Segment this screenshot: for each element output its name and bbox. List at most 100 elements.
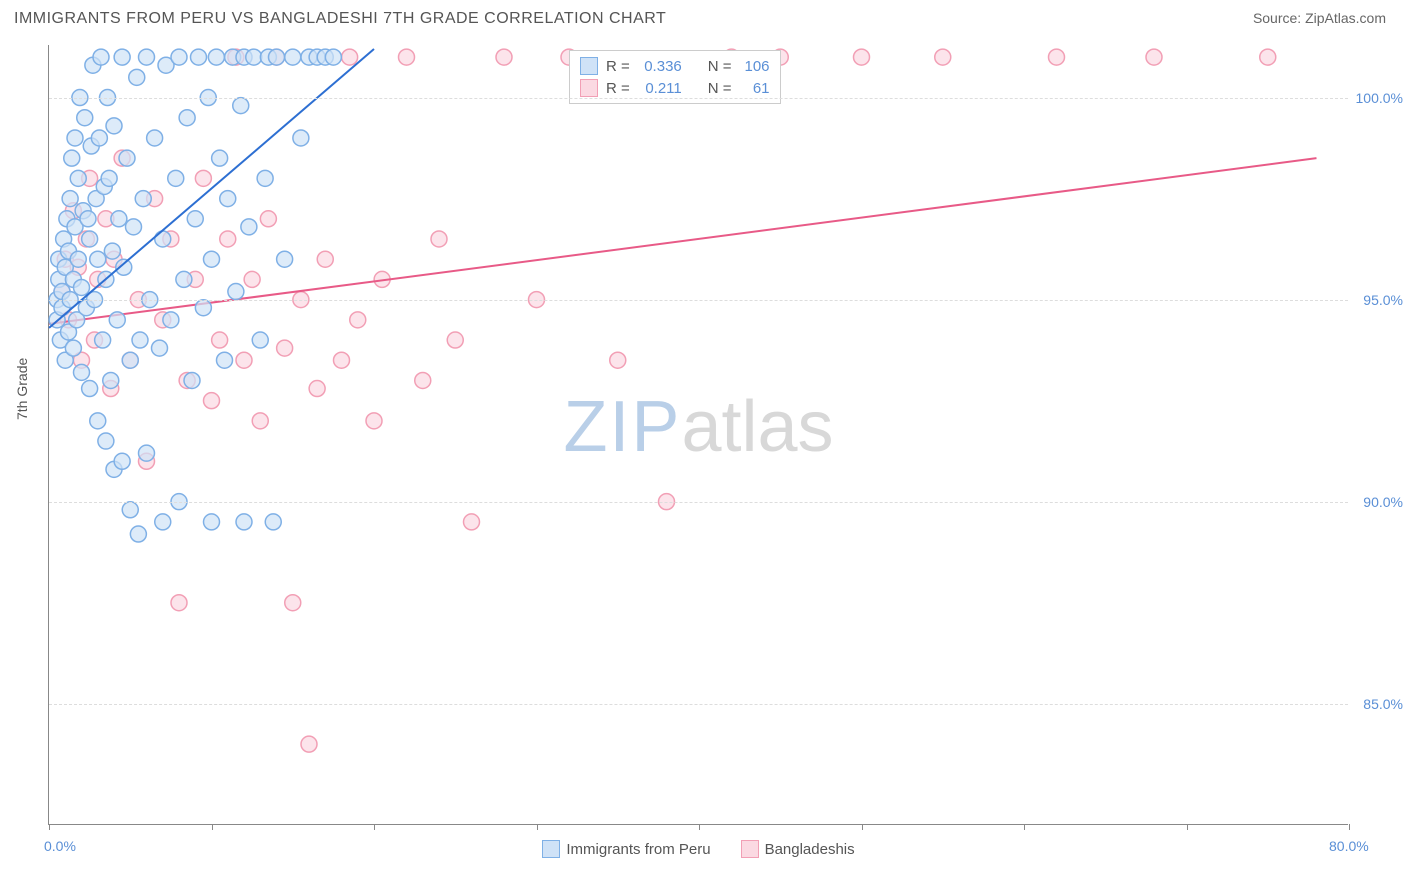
peru-point bbox=[204, 251, 220, 267]
bangladeshi-point bbox=[464, 514, 480, 530]
peru-point bbox=[252, 332, 268, 348]
legend-label-bangladeshi: Bangladeshis bbox=[765, 841, 855, 858]
source-name: ZipAtlas.com bbox=[1305, 10, 1386, 26]
peru-point bbox=[179, 110, 195, 126]
legend-item-bangladeshi: Bangladeshis bbox=[741, 840, 855, 858]
x-tick bbox=[862, 824, 863, 830]
peru-point bbox=[106, 118, 122, 134]
legend-label-peru: Immigrants from Peru bbox=[566, 841, 710, 858]
peru-point bbox=[241, 219, 257, 235]
source-attribution: Source: ZipAtlas.com bbox=[1253, 10, 1386, 26]
r-value-peru: 0.336 bbox=[638, 58, 682, 75]
peru-point bbox=[236, 514, 252, 530]
peru-point bbox=[171, 49, 187, 65]
x-tick-label: 0.0% bbox=[44, 838, 76, 854]
peru-point bbox=[155, 514, 171, 530]
peru-point bbox=[212, 150, 228, 166]
bangladeshi-point bbox=[252, 413, 268, 429]
y-tick-label: 95.0% bbox=[1353, 292, 1403, 308]
peru-point bbox=[135, 191, 151, 207]
peru-point bbox=[246, 49, 262, 65]
swatch-peru bbox=[580, 57, 598, 75]
x-tick bbox=[1187, 824, 1188, 830]
peru-point bbox=[293, 130, 309, 146]
bangladeshi-point bbox=[935, 49, 951, 65]
peru-point bbox=[111, 211, 127, 227]
y-axis-label: 7th Grade bbox=[14, 358, 30, 420]
x-tick bbox=[49, 824, 50, 830]
bangladeshi-point bbox=[366, 413, 382, 429]
bangladeshi-point bbox=[244, 271, 260, 287]
bangladeshi-point bbox=[342, 49, 358, 65]
peru-point bbox=[217, 352, 233, 368]
legend-swatch-bangladeshi bbox=[741, 840, 759, 858]
peru-point bbox=[90, 413, 106, 429]
peru-point bbox=[122, 502, 138, 518]
peru-point bbox=[191, 49, 207, 65]
x-tick bbox=[212, 824, 213, 830]
peru-point bbox=[184, 372, 200, 388]
peru-point bbox=[70, 170, 86, 186]
peru-point bbox=[147, 130, 163, 146]
bangladeshi-point bbox=[399, 49, 415, 65]
bangladeshi-point bbox=[431, 231, 447, 247]
n-label-bangladeshi: N = bbox=[708, 80, 732, 97]
bangladeshi-point bbox=[1146, 49, 1162, 65]
n-value-peru: 106 bbox=[740, 58, 770, 75]
peru-point bbox=[204, 514, 220, 530]
peru-point bbox=[325, 49, 341, 65]
legend-item-peru: Immigrants from Peru bbox=[542, 840, 710, 858]
bangladeshi-point bbox=[334, 352, 350, 368]
x-tick bbox=[699, 824, 700, 830]
peru-point bbox=[265, 514, 281, 530]
peru-point bbox=[70, 251, 86, 267]
header: IMMIGRANTS FROM PERU VS BANGLADESHI 7TH … bbox=[0, 0, 1406, 33]
bangladeshi-point bbox=[317, 251, 333, 267]
peru-point bbox=[114, 453, 130, 469]
source-label: Source: bbox=[1253, 10, 1305, 26]
bangladeshi-point bbox=[496, 49, 512, 65]
bangladeshi-point bbox=[195, 170, 211, 186]
peru-point bbox=[126, 219, 142, 235]
grid-line bbox=[49, 300, 1348, 301]
peru-point bbox=[64, 150, 80, 166]
peru-point bbox=[122, 352, 138, 368]
bangladeshi-point bbox=[1049, 49, 1065, 65]
chart-area: ZIPatlas R = 0.336 N = 106 R = 0.211 N =… bbox=[48, 45, 1348, 825]
bangladeshi-point bbox=[301, 736, 317, 752]
peru-point bbox=[77, 110, 93, 126]
grid-line bbox=[49, 98, 1348, 99]
peru-point bbox=[176, 271, 192, 287]
grid-line bbox=[49, 704, 1348, 705]
bangladeshi-point bbox=[212, 332, 228, 348]
x-tick-label: 80.0% bbox=[1329, 838, 1369, 854]
swatch-bangladeshi bbox=[580, 79, 598, 97]
y-tick-label: 90.0% bbox=[1353, 494, 1403, 510]
x-tick bbox=[1024, 824, 1025, 830]
peru-point bbox=[163, 312, 179, 328]
peru-point bbox=[74, 279, 90, 295]
peru-point bbox=[132, 332, 148, 348]
peru-point bbox=[62, 191, 78, 207]
x-tick bbox=[1349, 824, 1350, 830]
peru-point bbox=[269, 49, 285, 65]
bottom-legend: Immigrants from Peru Bangladeshis bbox=[49, 840, 1348, 858]
peru-point bbox=[67, 130, 83, 146]
peru-point bbox=[285, 49, 301, 65]
peru-point bbox=[152, 340, 168, 356]
bangladeshi-point bbox=[854, 49, 870, 65]
peru-point bbox=[195, 300, 211, 316]
n-value-bangladeshi: 61 bbox=[740, 80, 770, 97]
peru-point bbox=[155, 231, 171, 247]
grid-line bbox=[49, 502, 1348, 503]
peru-point bbox=[139, 445, 155, 461]
peru-point bbox=[82, 381, 98, 397]
y-tick-label: 100.0% bbox=[1353, 90, 1403, 106]
bangladeshi-point bbox=[260, 211, 276, 227]
peru-point bbox=[187, 211, 203, 227]
stats-row-bangladeshi: R = 0.211 N = 61 bbox=[580, 77, 770, 99]
stats-box: R = 0.336 N = 106 R = 0.211 N = 61 bbox=[569, 50, 781, 104]
peru-point bbox=[114, 49, 130, 65]
r-value-bangladeshi: 0.211 bbox=[638, 80, 682, 97]
peru-point bbox=[65, 340, 81, 356]
